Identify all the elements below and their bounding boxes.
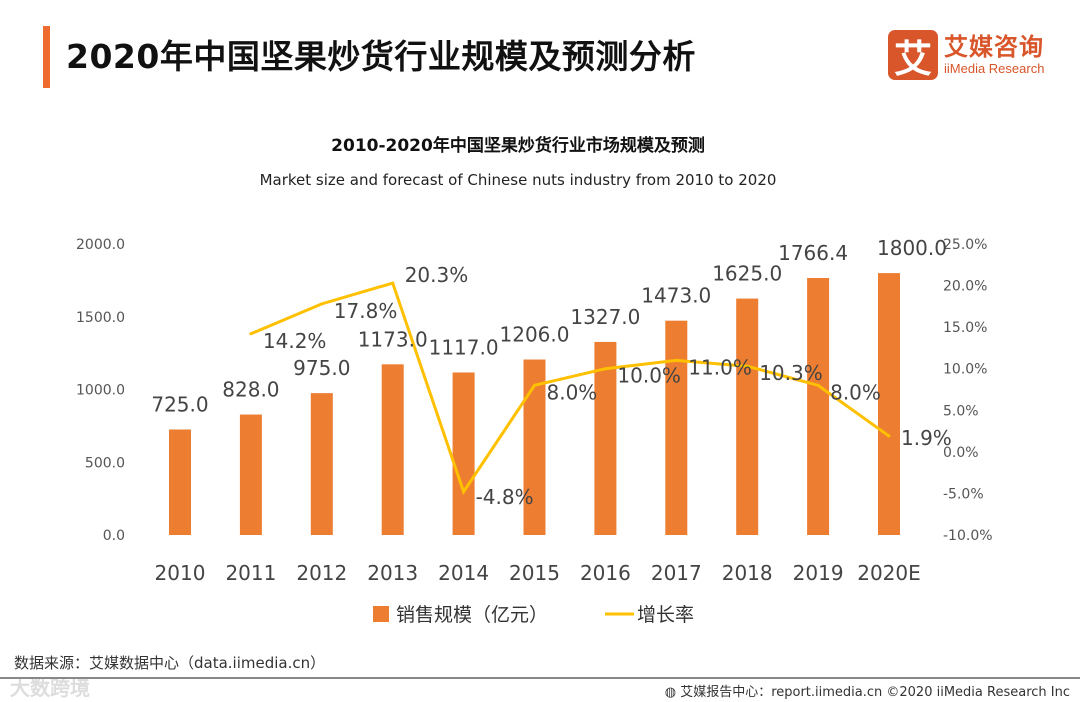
x-tick-label: 2018: [722, 561, 773, 585]
page-title: 2020年中国坚果炒货行业规模及预测分析: [66, 37, 696, 76]
bar-value-label: 1173.0: [358, 327, 428, 351]
x-tick-label: 2017: [651, 561, 702, 585]
bar: [665, 320, 688, 535]
left-tick-label: 1500.0: [76, 310, 125, 326]
bar-value-label: 828.0: [222, 378, 279, 402]
footer-divider: [0, 677, 1080, 679]
bar-value-label: 1625.0: [712, 262, 782, 286]
x-tick-label: 2013: [367, 561, 418, 585]
x-tick-label: 2014: [438, 561, 489, 585]
iimedia-logo: 艾 艾媒咨询 iiMedia Research: [888, 30, 1045, 81]
bar: [594, 341, 617, 535]
bar-value-label: 1800.0: [877, 236, 947, 260]
right-tick-label: 5.0%: [943, 403, 979, 419]
growth-point: [533, 383, 536, 387]
logo-cn: 艾媒咨询: [944, 33, 1044, 61]
bar-value-label: 975.0: [293, 356, 350, 380]
right-tick-label: 10.0%: [943, 362, 987, 378]
bar: [310, 393, 333, 535]
title-accent-bar: [43, 26, 50, 88]
x-tick-label: 2019: [793, 561, 844, 585]
x-tick-label: 2020E: [857, 561, 921, 585]
growth-value-label: 1.9%: [901, 426, 952, 450]
bar: [381, 364, 404, 535]
growth-value-label: 10.3%: [759, 361, 823, 385]
growth-point: [603, 367, 607, 371]
growth-point: [249, 332, 253, 336]
x-tick-label: 2010: [155, 561, 206, 585]
x-tick-label: 2016: [580, 561, 631, 585]
growth-point: [674, 358, 678, 362]
bar-value-label: 1766.4: [778, 241, 848, 265]
logo-icon: 艾: [888, 30, 938, 81]
bar: [452, 372, 475, 535]
x-tick-label: 2011: [225, 561, 276, 585]
growth-value-label: 8.0%: [830, 380, 881, 404]
right-tick-label: 0.0%: [943, 445, 979, 461]
growth-line: [250, 281, 890, 496]
x-tick-label: 2012: [296, 561, 347, 585]
legend-bar-label: 销售规模（亿元）: [396, 604, 548, 626]
bar-value-label: 1206.0: [500, 323, 570, 347]
watermark: 大数跨境: [10, 676, 90, 700]
left-tick-label: 1000.0: [76, 383, 125, 399]
right-tick-label: -5.0%: [943, 486, 984, 502]
growth-point: [320, 302, 324, 306]
footer-text: 艾媒报告中心：report.iimedia.cn ©2020 iiMedia R…: [680, 685, 1070, 700]
bar: [878, 273, 900, 535]
chart-subtitle: Market size and forecast of Chinese nuts…: [260, 171, 777, 189]
growth-point: [887, 434, 891, 438]
legend-bar-swatch: [373, 606, 389, 622]
growth-value-label: 14.2%: [263, 329, 327, 353]
bar: [807, 277, 830, 535]
right-tick-label: 20.0%: [943, 279, 987, 295]
growth-value-label: 11.0%: [688, 355, 752, 379]
growth-value-label: 20.3%: [405, 263, 469, 287]
chart-title: 2010-2020年中国坚果炒货行业市场规模及预测: [331, 135, 705, 156]
left-tick-label: 0.0: [103, 528, 125, 544]
right-tick-label: 25.0%: [943, 237, 987, 253]
globe-icon: ◍: [664, 685, 681, 700]
growth-value-label: 10.0%: [617, 364, 681, 388]
growth-point: [462, 490, 466, 494]
x-tick-label: 2015: [509, 561, 560, 585]
right-tick-label: 15.0%: [943, 320, 987, 336]
bar: [239, 414, 262, 535]
growth-value-label: 17.8%: [334, 299, 398, 323]
legend-line-label: 增长率: [637, 604, 694, 626]
bar: [523, 359, 546, 535]
growth-value-label: 8.0%: [547, 380, 598, 404]
bar: [736, 298, 759, 535]
logo-en: iiMedia Research: [944, 61, 1045, 76]
bar-value-label: 725.0: [151, 393, 208, 417]
bar-value-label: 1473.0: [641, 284, 711, 308]
bar-value-label: 1117.0: [429, 335, 499, 359]
bar: [169, 429, 191, 535]
growth-point: [816, 383, 820, 387]
left-tick-label: 2000.0: [76, 237, 125, 253]
growth-point: [391, 281, 395, 285]
right-tick-label: -10.0%: [943, 528, 993, 544]
bar-value-label: 1327.0: [570, 305, 640, 329]
legend: 销售规模（亿元） 增长率: [373, 604, 694, 626]
left-tick-label: 500.0: [85, 455, 125, 471]
growth-point: [745, 364, 749, 368]
growth-value-label: -4.8%: [476, 485, 534, 509]
data-source: 数据来源：艾媒数据中心（data.iimedia.cn）: [14, 654, 326, 672]
footer-copyright: ◍ 艾媒报告中心：report.iimedia.cn ©2020 iiMedia…: [665, 681, 1070, 700]
